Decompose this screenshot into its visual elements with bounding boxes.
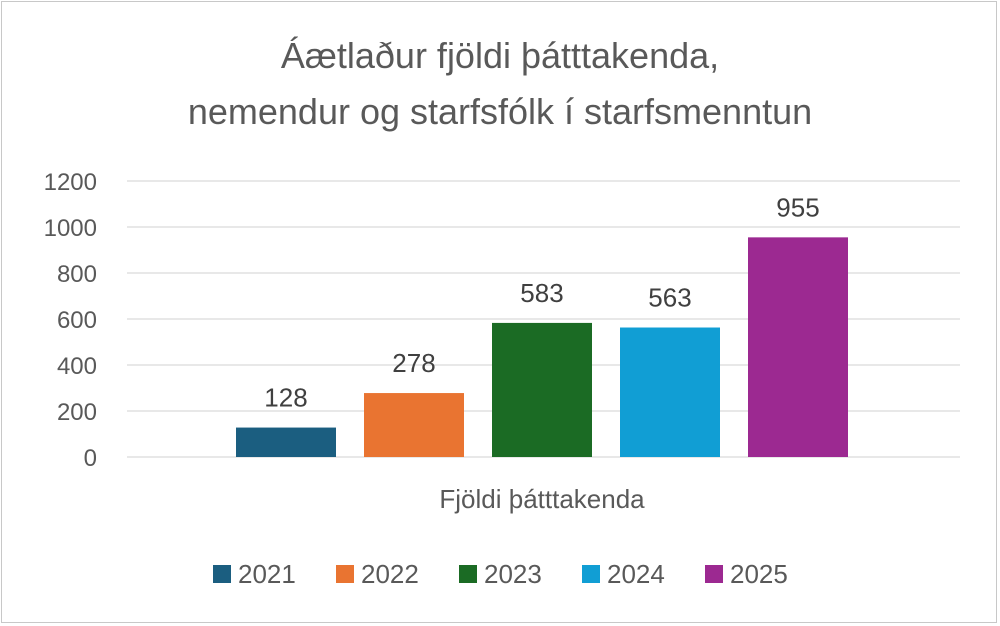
chart-title-line-2: nemendur og starfsfólk í starfsmenntun	[188, 91, 812, 132]
x-axis-category-label: Fjöldi þátttakenda	[439, 484, 645, 514]
bar-2024	[620, 327, 720, 457]
y-tick-label: 600	[57, 307, 97, 334]
legend-label-2023: 2023	[484, 559, 542, 589]
legend-label-2024: 2024	[607, 559, 665, 589]
bar-2021	[236, 427, 336, 457]
bar-2023	[492, 322, 592, 457]
legend-swatch-2021	[213, 565, 231, 583]
y-tick-label: 200	[57, 399, 97, 426]
legend-label-2021: 2021	[238, 559, 296, 589]
legend: 2021 2022 2023 2024 2025	[213, 559, 788, 589]
y-tick-label: 1200	[44, 169, 97, 196]
data-label-2023: 583	[520, 278, 563, 308]
legend-swatch-2022	[336, 565, 354, 583]
legend-swatch-2023	[459, 565, 477, 583]
y-tick-label: 800	[57, 261, 97, 288]
bar-2025	[748, 237, 848, 457]
legend-label-2025: 2025	[730, 559, 788, 589]
legend-label-2022: 2022	[361, 559, 419, 589]
bars	[236, 237, 848, 457]
data-label-2024: 563	[648, 283, 691, 313]
data-labels: 128 278 583 563 955	[264, 192, 819, 412]
bar-2022	[364, 393, 464, 457]
legend-swatch-2025	[705, 565, 723, 583]
y-tick-label: 1000	[44, 215, 97, 242]
y-axis-ticks: 0 200 400 600 800 1000 1200	[44, 169, 97, 472]
legend-swatch-2024	[582, 565, 600, 583]
chart-title-line-1: Áætlaður fjöldi þátttakenda,	[281, 35, 719, 76]
data-label-2022: 278	[392, 348, 435, 378]
y-tick-label: 0	[84, 445, 97, 472]
data-label-2021: 128	[264, 383, 307, 413]
data-label-2025: 955	[776, 192, 819, 222]
y-tick-label: 400	[57, 353, 97, 380]
